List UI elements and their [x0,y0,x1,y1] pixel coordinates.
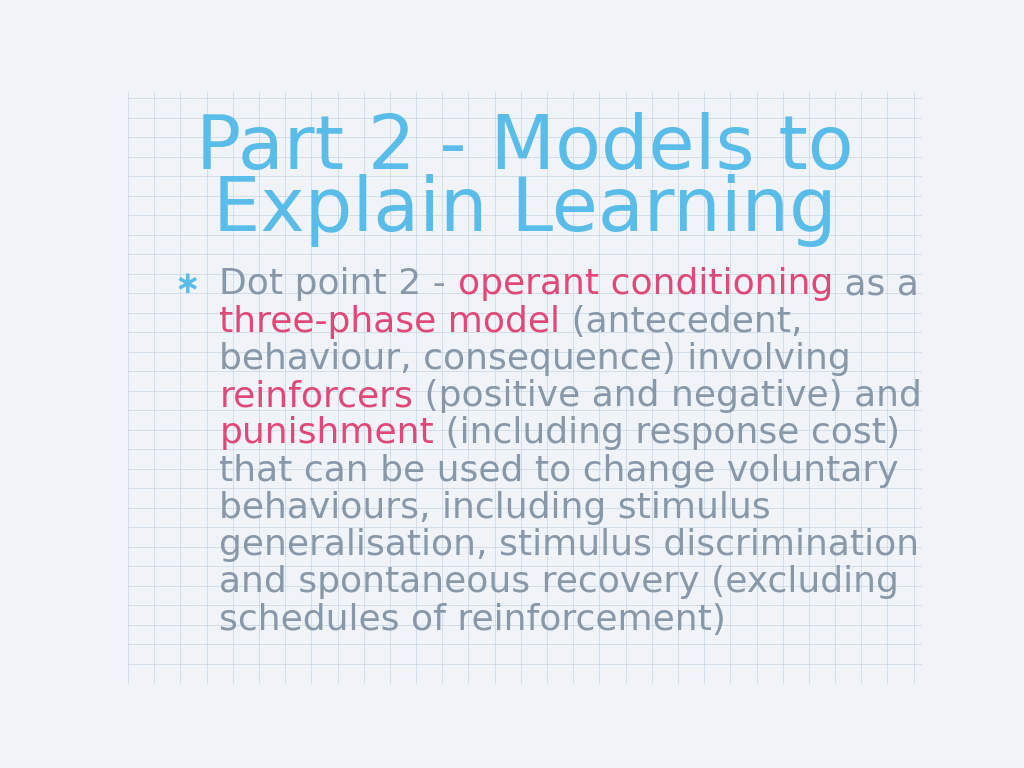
Text: reinforcers: reinforcers [219,379,413,413]
Text: three-phase model: three-phase model [219,305,560,339]
Text: generalisation, stimulus discrimination: generalisation, stimulus discrimination [219,528,920,562]
Text: (antecedent,: (antecedent, [560,305,803,339]
Text: Dot point 2 -: Dot point 2 - [219,267,458,301]
Text: ∗: ∗ [175,270,201,299]
Text: and spontaneous recovery (excluding: and spontaneous recovery (excluding [219,565,899,599]
Text: punishment: punishment [219,416,434,450]
Text: behaviours, including stimulus: behaviours, including stimulus [219,491,771,525]
Text: schedules of reinforcement): schedules of reinforcement) [219,603,726,637]
Text: Explain Learning: Explain Learning [213,174,837,247]
Text: that can be used to change voluntary: that can be used to change voluntary [219,454,899,488]
Text: (including response cost): (including response cost) [434,416,900,450]
Text: (positive and negative) and: (positive and negative) and [413,379,922,413]
Text: behaviour, consequence) involving: behaviour, consequence) involving [219,342,851,376]
Text: Part 2 - Models to: Part 2 - Models to [196,112,854,185]
Text: operant conditioning: operant conditioning [458,267,833,301]
Text: as a: as a [833,267,919,301]
